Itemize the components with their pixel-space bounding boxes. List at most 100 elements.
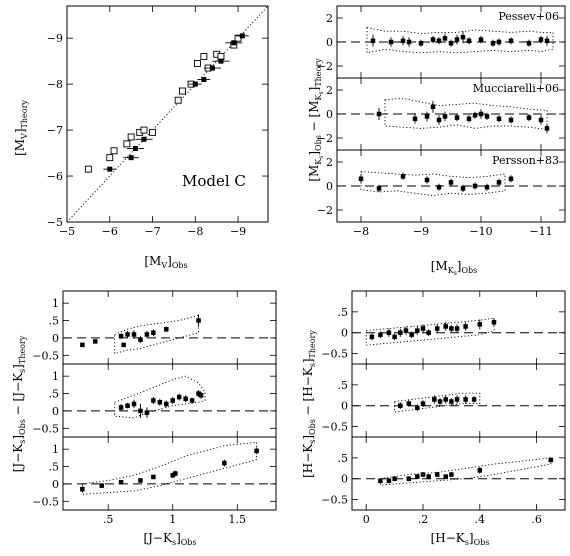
jk-panel2-model-band	[114, 375, 206, 419]
mk-panel3-point-9	[496, 180, 502, 185]
jk-panel1-ytick-label-0: −0.5	[32, 349, 59, 362]
mk-panel2-model-band	[384, 97, 548, 131]
mk-panel1-point-15	[508, 38, 514, 44]
jk-panel1-ytick-label-2: .5	[49, 315, 60, 328]
mk-panel3-point-8	[484, 184, 490, 190]
mv-filled-point-3	[141, 136, 147, 142]
mv-ytick-label-2: −7	[47, 124, 63, 137]
mk-panel1-point-14	[496, 39, 502, 45]
mk-panel3-point-1	[376, 186, 382, 191]
mv-ytick-label-1: −6	[47, 170, 63, 183]
hk-panel3-xtick-label-0: 0	[363, 513, 370, 526]
hk-panel3-ytick-label-0: −0.5	[321, 494, 348, 507]
jk-panel3-point-1	[99, 483, 104, 488]
mk-panel3-point-3	[424, 177, 430, 183]
jk-panel3-point-0	[80, 486, 85, 492]
jk-panel3-ytick-label-0: −0.5	[32, 495, 59, 508]
hk-panel1-point-16	[491, 320, 497, 325]
mv-filled-point-7	[218, 58, 224, 64]
hk-panel3-ytick-label-1: 0	[341, 473, 348, 486]
jk-panel3-point-7	[222, 460, 227, 466]
mv-open-point-0	[84, 165, 92, 173]
hk-panel1-point-8	[420, 326, 426, 331]
ylabel-mv: [MV]Theory	[13, 100, 29, 156]
hk-panel2-point-4	[432, 397, 437, 402]
jk-panel2-point-4	[144, 410, 150, 415]
mk-panel2-point-3	[430, 104, 436, 110]
hk-panel2-point-1	[406, 401, 412, 406]
mk-panel3-label: Persson+83	[492, 154, 559, 167]
mv-open-point-2	[110, 147, 118, 155]
hk-panel2-ytick-label-1: 0	[341, 400, 348, 413]
mv-filled-point-8	[231, 40, 237, 46]
jk-panel2-point-0	[118, 405, 124, 410]
hk-panel1-point-7	[415, 328, 420, 333]
hk-panel1-point-0	[369, 334, 375, 340]
jk-panel3-model-band	[81, 441, 258, 495]
mk-panel2-point-8	[472, 112, 478, 118]
ylabel-hk: [H−Ks]Obs − [H−Ks]Theory	[301, 330, 317, 478]
hk-panel3-xtick-label-3: .6	[531, 513, 542, 526]
jk-panel1-point-1	[93, 339, 98, 344]
mk-panel2-point-13	[526, 115, 532, 120]
mk-panel3-point-10	[508, 176, 514, 182]
hk-panel3-model-band	[379, 457, 552, 486]
hk-panel3-point-1	[386, 478, 392, 484]
hk-panel1-point-14	[463, 324, 468, 329]
jk-panel1-point-0	[80, 342, 85, 348]
jk-panel2-point-2	[131, 401, 137, 407]
mk-panel1-point-2	[400, 38, 406, 44]
mk-panel2-point-11	[496, 116, 502, 122]
jk-panel1-point-6	[138, 337, 143, 342]
hk-panel2-ytick-label-2: .5	[338, 379, 349, 392]
hk-panel3-point-4	[415, 474, 420, 479]
mk-panel2-point-7	[466, 116, 472, 122]
mv-open-point-7	[149, 128, 156, 136]
mk-panel1-point-6	[436, 38, 442, 44]
mk-panel3-ytick-label-1: 0	[326, 180, 333, 193]
mk-panel3-xtick-label-0: −8	[353, 225, 369, 238]
jk-panel1-point-3	[121, 342, 126, 348]
mk-panel1-point-17	[538, 37, 544, 42]
jk-panel1-point-2	[118, 333, 124, 339]
xlabel-jk: [J−Ks]Obs	[143, 531, 196, 547]
hk-panel1-point-11	[443, 324, 448, 329]
ylabel-mk: [MKs]Obs − [MKs]Theory	[307, 58, 325, 182]
jk-panel2-ytick-label-1: 0	[52, 405, 59, 418]
mk-panel1-point-9	[454, 37, 460, 42]
jk-panel3-point-8	[254, 448, 259, 454]
jk-panel2-point-7	[164, 401, 169, 407]
jk-panel1-point-10	[196, 318, 201, 323]
mk-panel1-point-16	[526, 40, 532, 46]
mv-xtick-label-1: −6	[102, 225, 118, 238]
mv-open-point-8	[174, 96, 182, 104]
jk-panel2-point-6	[157, 399, 163, 405]
jk-panel1-frame	[62, 290, 277, 365]
hk-panel2-model-band	[394, 392, 481, 413]
panel-group-mk: −2 0 2 Pessev+06 −2 0 2 Mucciarelli+06 −8 −9 −10 −1…	[317, 5, 566, 238]
hk-panel3-point-6	[426, 474, 431, 479]
jk-panel3-point-6	[173, 471, 178, 476]
hk-panel1-point-1	[378, 332, 383, 338]
mk-panel3-point-5	[448, 180, 454, 185]
mk-panel3-xtick-label-3: −11	[529, 225, 552, 238]
mk-panel1-ytick-label-0: −2	[317, 60, 333, 73]
jk-panel3-point-4	[151, 474, 156, 480]
mk-panel1-point-18	[544, 38, 550, 44]
mv-open-point-11	[193, 59, 201, 67]
jk-panel1-point-7	[144, 332, 150, 337]
mv-filled-point-0	[107, 166, 113, 172]
mv-filled-point-5	[201, 77, 207, 83]
jk-panel2-point-5	[151, 398, 156, 403]
mk-panel2-point-6	[454, 115, 460, 120]
hk-panel1-point-9	[426, 330, 431, 335]
mv-plot-frame	[66, 5, 269, 223]
hk-panel3-ytick-label-2: .5	[338, 452, 349, 465]
xlabel-mk: [MKs]Obs	[431, 259, 478, 277]
mk-panel2-point-9	[478, 111, 484, 117]
mv-xtick-label-2: −7	[144, 225, 160, 238]
hk-panel2-point-8	[454, 397, 460, 402]
mv-xtick-label-3: −8	[187, 225, 203, 238]
mk-panel1-point-1	[388, 39, 394, 45]
hk-panel2-point-3	[420, 401, 426, 406]
